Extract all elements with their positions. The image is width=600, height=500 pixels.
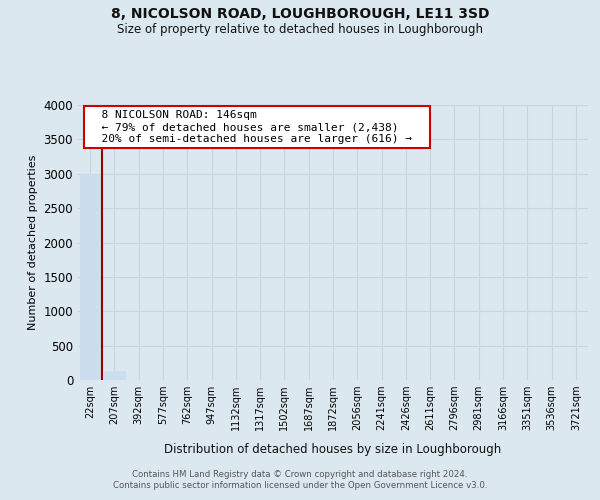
Text: Size of property relative to detached houses in Loughborough: Size of property relative to detached ho… <box>117 22 483 36</box>
Bar <box>80 174 100 380</box>
Y-axis label: Number of detached properties: Number of detached properties <box>28 155 38 330</box>
Text: Distribution of detached houses by size in Loughborough: Distribution of detached houses by size … <box>164 442 502 456</box>
Text: 8 NICOLSON ROAD: 146sqm  
  ← 79% of detached houses are smaller (2,438)  
  20%: 8 NICOLSON ROAD: 146sqm ← 79% of detache… <box>88 110 426 144</box>
Text: 8, NICOLSON ROAD, LOUGHBOROUGH, LE11 3SD: 8, NICOLSON ROAD, LOUGHBOROUGH, LE11 3SD <box>111 8 489 22</box>
Text: Contains HM Land Registry data © Crown copyright and database right 2024.: Contains HM Land Registry data © Crown c… <box>132 470 468 479</box>
Bar <box>104 370 125 380</box>
Text: Contains public sector information licensed under the Open Government Licence v3: Contains public sector information licen… <box>113 481 487 490</box>
